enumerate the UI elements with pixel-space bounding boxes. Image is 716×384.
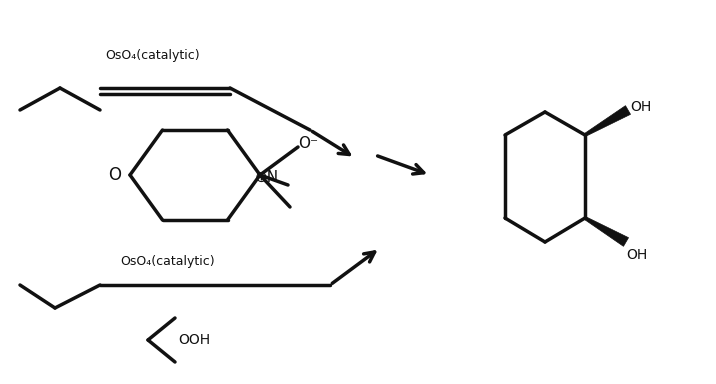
Text: O: O xyxy=(108,166,121,184)
Text: OH: OH xyxy=(630,100,652,114)
Text: O⁻: O⁻ xyxy=(298,136,318,151)
Text: OH: OH xyxy=(626,248,647,262)
Polygon shape xyxy=(584,106,631,136)
Text: OOH: OOH xyxy=(178,333,210,347)
Text: OsO₄(catalytic): OsO₄(catalytic) xyxy=(105,48,200,61)
Text: OsO₄(catalytic): OsO₄(catalytic) xyxy=(120,255,215,268)
Polygon shape xyxy=(584,217,629,246)
Text: ⊕N: ⊕N xyxy=(255,169,279,184)
